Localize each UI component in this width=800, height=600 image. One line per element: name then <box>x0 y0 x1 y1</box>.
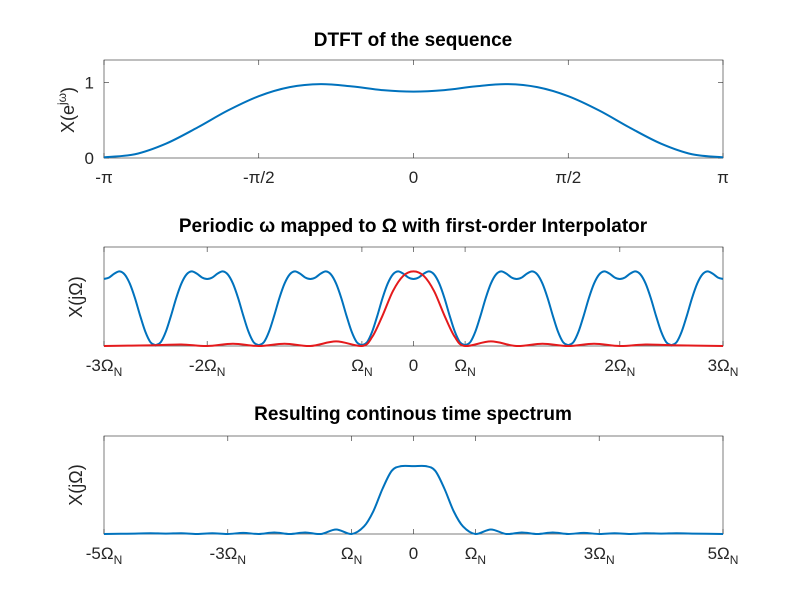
chart-2-series-line-2 <box>103 270 724 348</box>
chart-3-xtick-label: ΩN <box>341 544 362 567</box>
chart-2-xtick-label: 0 <box>409 356 418 375</box>
chart-2-xtick-label: 3ΩN <box>708 356 739 379</box>
chart-panel-2: Periodic ω mapped to Ω with first-order … <box>66 216 738 379</box>
chart-1-axes-box <box>103 59 724 159</box>
chart-2-xtick-label: -3ΩN <box>86 356 123 379</box>
chart-1-title: DTFT of the sequence <box>314 30 512 51</box>
chart-1-series-line-1 <box>103 83 724 159</box>
chart-3-xtick-label: -3ΩN <box>210 544 247 567</box>
chart-3-series <box>103 464 724 536</box>
chart-3-xtick-label: 0 <box>409 544 418 563</box>
chart-1-ytick-label: 1 <box>85 74 94 93</box>
chart-2-title: Periodic ω mapped to Ω with first-order … <box>179 216 648 237</box>
chart-3-axes-box <box>103 435 724 535</box>
chart-3-xtick-label: -5ΩN <box>86 544 123 567</box>
chart-1-xtick-label: 0 <box>409 168 418 187</box>
chart-3-xtick-label: 3ΩN <box>584 544 615 567</box>
chart-1-xtick-label: -π/2 <box>243 168 275 187</box>
chart-panel-1: DTFT of the sequence 0 1 -π -π/2 0 π/2 π X(ej… <box>55 30 729 187</box>
chart-2-xtick-label: -2ΩN <box>189 356 226 379</box>
chart-1-xtick-label: π/2 <box>555 168 581 187</box>
chart-1-xtick-label: π <box>717 168 729 187</box>
chart-1-ylabel: X(ejω) <box>55 87 78 133</box>
chart-3-xtick-label: ΩN <box>465 544 486 567</box>
chart-2-axes-box <box>103 246 724 347</box>
chart-1-xtick-label: -π <box>95 168 112 187</box>
chart-2-series-line-1 <box>103 270 724 347</box>
chart-1-series <box>103 83 724 159</box>
chart-2-ylabel: X(jΩ) <box>66 276 86 317</box>
chart-1-ytick-label: 0 <box>85 149 94 168</box>
chart-3-xtick-label: 5ΩN <box>708 544 739 567</box>
chart-2-xtick-label: 2ΩN <box>604 356 635 379</box>
chart-3-title: Resulting continous time spectrum <box>254 404 572 425</box>
chart-2-series <box>103 270 724 348</box>
chart-3-xticks: -5ΩN -3ΩN ΩN 0 ΩN 3ΩN 5ΩN <box>86 436 739 567</box>
chart-1-xticks: -π -π/2 0 π/2 π <box>95 60 729 187</box>
chart-3-series-line-1 <box>103 464 724 536</box>
chart-panel-3: Resulting continous time spectrum -5ΩN -3… <box>66 404 738 567</box>
chart-2-xtick-label: ΩN <box>454 356 475 379</box>
chart-2-xticks: -3ΩN -2ΩN ΩN 0 ΩN 2ΩN 3ΩN <box>86 247 739 379</box>
chart-3-ylabel: X(jΩ) <box>66 464 86 505</box>
chart-2-xtick-label: ΩN <box>351 356 372 379</box>
